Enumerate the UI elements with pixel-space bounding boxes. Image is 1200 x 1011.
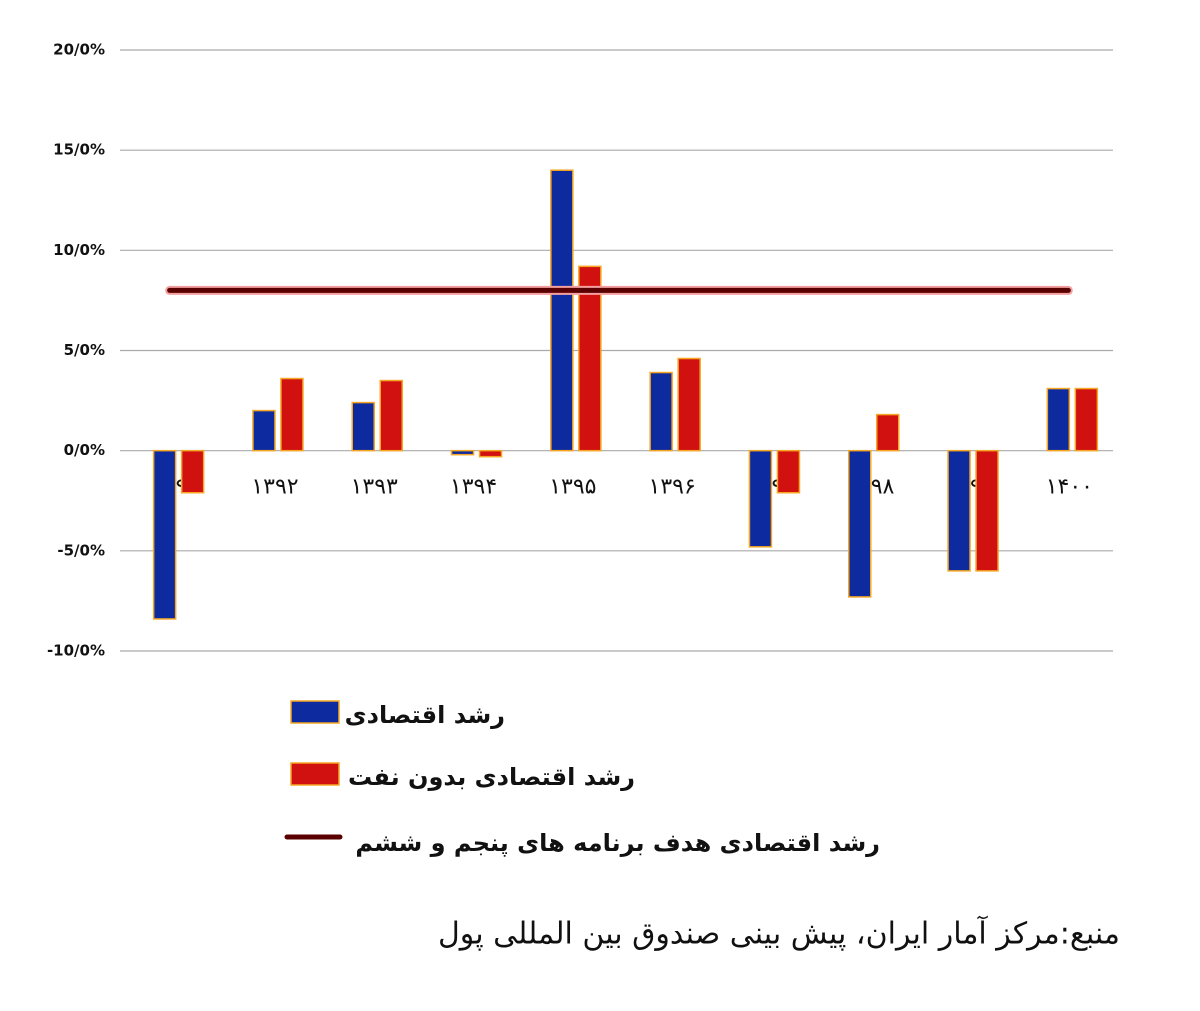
bar [649, 371, 673, 452]
bar [379, 379, 403, 452]
legend-label: رشد اقتصادی هدف برنامه های پنجم و ششم [355, 829, 880, 857]
x-tick-label: ۱۳۹۳ [351, 475, 398, 500]
bar [748, 449, 773, 548]
x-tick-label: ۱۳۹۲ [251, 475, 298, 500]
legend-label: رشد اقتصادی بدون نفت [348, 763, 635, 791]
bar [450, 449, 475, 456]
x-tick-label: ۱۴۰۰ [1046, 475, 1093, 500]
y-tick-label: 20/0% [53, 41, 105, 59]
bar [152, 449, 177, 620]
y-tick-label: -10/0% [47, 642, 105, 660]
x-tick-label: ۱۳۹۶ [649, 475, 696, 500]
legend-swatch [290, 762, 340, 786]
x-tick-label: ۱۳۹۴ [450, 475, 497, 500]
y-tick-label: 15/0% [53, 141, 105, 159]
legend-label: رشد اقتصادی [345, 701, 505, 729]
bar [975, 449, 999, 572]
bar [478, 449, 503, 458]
bar [280, 377, 304, 452]
bar [252, 409, 276, 452]
source-note: منبع:مرکز آمار ایران، پیش بینی صندوق بین… [438, 916, 1120, 952]
bar [351, 401, 375, 452]
bar [550, 169, 574, 452]
bar [1046, 387, 1071, 452]
y-tick-label: 5/0% [64, 341, 105, 359]
y-tick-label: 10/0% [53, 241, 105, 259]
bar [180, 449, 205, 494]
bar [876, 413, 900, 452]
y-tick-label: -5/0% [57, 541, 105, 559]
bar [848, 449, 872, 598]
y-tick-label: 0/0% [64, 441, 105, 459]
bar [578, 265, 602, 452]
x-tick-label: ۱۳۹۵ [549, 475, 596, 500]
bar [1074, 387, 1099, 452]
bar [776, 449, 801, 494]
legend-swatch [290, 700, 340, 724]
bar [947, 449, 971, 572]
bar [677, 357, 701, 452]
